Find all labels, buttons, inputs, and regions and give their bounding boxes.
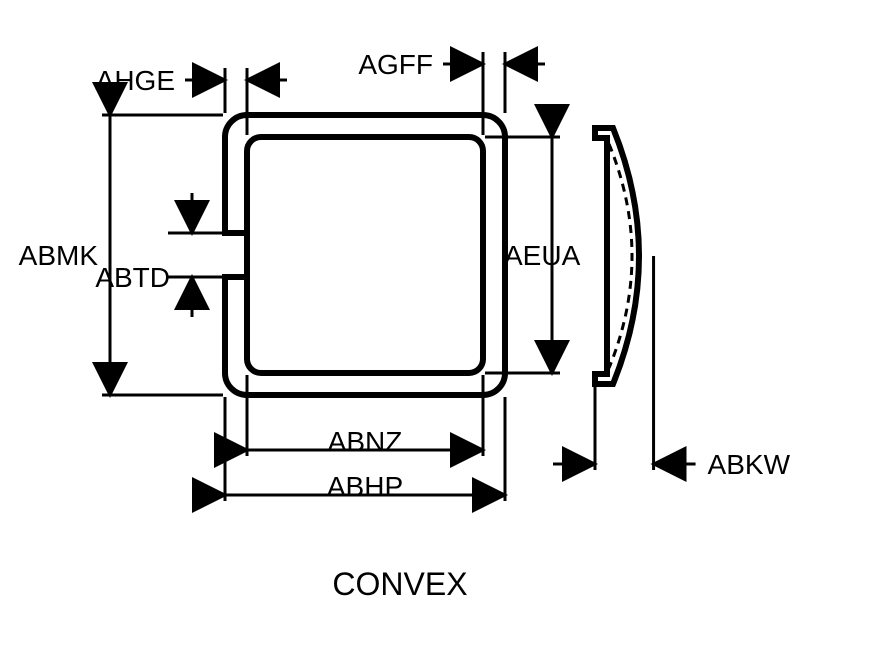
label-abnz: ABNZ — [328, 426, 403, 457]
front-outer-profile — [225, 115, 505, 395]
label-abtd: ABTD — [95, 262, 170, 293]
label-agff: AGFF — [358, 49, 433, 80]
label-aeua: AEUA — [504, 240, 581, 271]
label-abkw: ABKW — [708, 449, 791, 480]
label-abmk: ABMK — [19, 240, 99, 271]
label-abhp: ABHP — [327, 471, 403, 502]
label-ahge: AHGE — [96, 65, 175, 96]
front-inner-window — [247, 137, 483, 373]
diagram-title: CONVEX — [332, 566, 467, 602]
